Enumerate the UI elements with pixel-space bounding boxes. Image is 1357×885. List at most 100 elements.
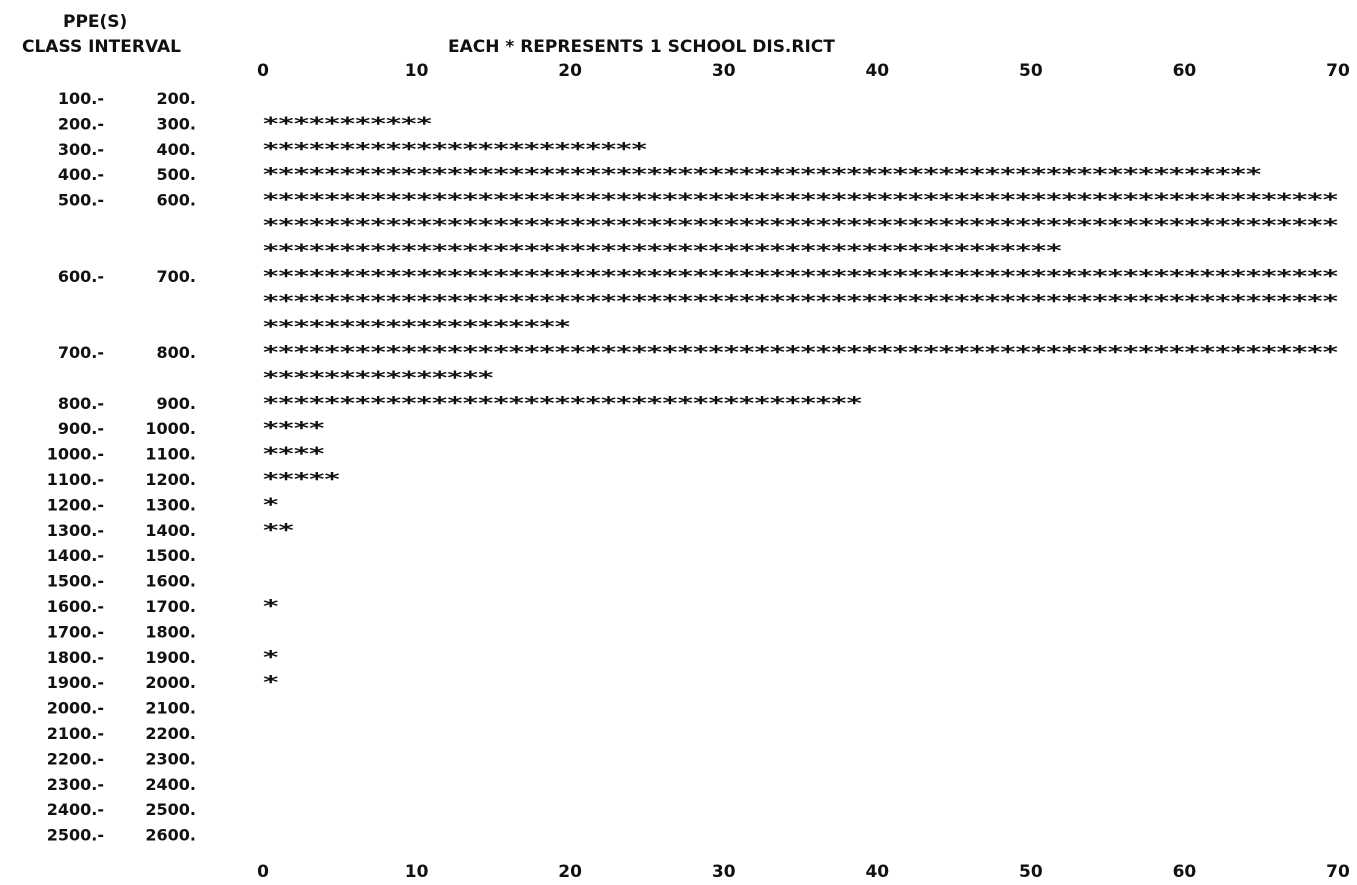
class-interval-low: 1800.- (47, 648, 104, 667)
class-interval-low: 1900.- (47, 673, 104, 692)
x-tick-label-bottom: 50 (1019, 862, 1043, 882)
histogram-row: 700.- 800. *******************************… (58, 342, 1339, 388)
histogram-bar: ******************** (263, 317, 571, 338)
class-interval-high: 400. (157, 140, 196, 159)
class-interval-high: 2400. (145, 775, 196, 794)
class-interval-high: 900. (157, 394, 196, 413)
x-tick-label-bottom: 60 (1173, 862, 1197, 882)
histogram-row: 400.- 500. *******************************… (58, 164, 1262, 185)
class-interval-low: 900.- (58, 419, 104, 438)
class-interval-low: 2500.- (47, 826, 104, 845)
histogram-row: 1600.- 1700. * (47, 596, 280, 617)
class-interval-high: 2600. (145, 826, 196, 845)
x-tick-label-bottom: 20 (558, 862, 582, 882)
class-interval-high: 2000. (145, 673, 196, 692)
class-interval-low: 600.- (58, 267, 104, 286)
class-interval-high: 1200. (145, 470, 196, 489)
x-tick-label-top: 60 (1173, 61, 1197, 81)
class-interval-low: 1400.- (47, 546, 104, 565)
class-interval-high: 1300. (145, 495, 196, 514)
class-interval-high: 1900. (145, 648, 196, 667)
histogram-row: 900.- 1000. **** (58, 418, 325, 439)
histogram-bar: * (263, 672, 279, 693)
top-axis-ticks: 0 10 20 30 40 50 60 70 (257, 61, 1350, 81)
class-interval-high: 300. (157, 114, 196, 133)
x-tick-label-bottom: 70 (1326, 862, 1350, 882)
class-interval-low: 700.- (58, 343, 104, 362)
histogram-bar: ****************************************… (263, 215, 1339, 236)
class-interval-low: 300.- (58, 140, 104, 159)
class-interval-high: 1000. (145, 419, 196, 438)
class-interval-low: 2400.- (47, 800, 104, 819)
histogram-row: 2000.- 2100. (47, 699, 196, 718)
histogram-bar: ** (263, 520, 295, 541)
class-interval-high: 2200. (145, 724, 196, 743)
x-tick-label-bottom: 30 (712, 862, 736, 882)
class-interval-high: 2300. (145, 749, 196, 768)
class-interval-high: 500. (157, 165, 196, 184)
histogram-bar: *********** (263, 113, 433, 134)
histogram-row: 2300.- 2400. (47, 775, 196, 794)
histogram-bar: ****************************************… (263, 291, 1339, 312)
histogram-row: 1500.- 1600. (47, 572, 196, 591)
class-interval-low: 2300.- (47, 775, 104, 794)
class-interval-high: 1600. (145, 572, 196, 591)
x-tick-label-top: 10 (405, 61, 429, 81)
class-interval-high: 200. (157, 89, 196, 108)
histogram-row: 1900.- 2000. * (47, 672, 280, 693)
histogram-bar: ****************************************… (263, 342, 1339, 363)
x-tick-label-bottom: 10 (405, 862, 429, 882)
class-interval-low: 1300.- (47, 521, 104, 540)
histogram-row: 100.- 200. (58, 89, 196, 108)
class-interval-low: 2100.- (47, 724, 104, 743)
histogram-rows: 100.- 200.200.- 300. ***********300.- 400. **… (47, 89, 1339, 845)
histogram-bar: **** (263, 418, 325, 439)
histogram-row: 1000.- 1100. **** (47, 444, 326, 465)
class-interval-high: 2100. (145, 699, 196, 718)
x-tick-label-top: 40 (865, 61, 889, 81)
class-interval-low: 2000.- (47, 699, 104, 718)
class-interval-low: 2200.- (47, 749, 104, 768)
x-tick-label-top: 0 (257, 61, 269, 81)
class-interval-high: 1800. (145, 622, 196, 641)
histogram-bar: ****************************************… (263, 164, 1262, 185)
class-interval-high: 600. (157, 191, 196, 210)
class-interval-high: 1400. (145, 521, 196, 540)
ppe-header: PPE(S) (63, 12, 127, 32)
class-interval-low: 1000.- (47, 445, 104, 464)
histogram-bar: ****************************************… (263, 266, 1339, 287)
histogram-bar: **** (263, 444, 325, 465)
histogram-row: 1400.- 1500. (47, 546, 196, 565)
bottom-axis-ticks: 0 10 20 30 40 50 60 70 (257, 862, 1350, 882)
histogram-bar: * (263, 647, 279, 668)
class-interval-high: 1700. (145, 597, 196, 616)
histogram-row: 200.- 300. *********** (58, 113, 433, 134)
histogram-row: 500.- 600. *******************************… (58, 190, 1339, 262)
class-interval-high: 1500. (145, 546, 196, 565)
histogram-bar: *************************************** (263, 393, 863, 414)
class-interval-low: 100.- (58, 89, 104, 108)
histogram-bar: *************** (263, 367, 494, 388)
class-interval-low: 800.- (58, 394, 104, 413)
histogram-bar: * (263, 596, 279, 617)
histogram-row: 1100.- 1200. ***** (47, 469, 341, 490)
histogram-row: 800.- 900. *******************************… (58, 393, 863, 414)
histogram-bar: ****************************************… (263, 190, 1339, 211)
histogram-row: 1300.- 1400. ** (47, 520, 295, 541)
histogram-bar: ****************************************… (263, 240, 1063, 261)
histogram-row: 1700.- 1800. (47, 622, 196, 641)
class-interval-low: 1600.- (47, 597, 104, 616)
class-interval-high: 2500. (145, 800, 196, 819)
class-interval-high: 700. (157, 267, 196, 286)
class-interval-high: 800. (157, 343, 196, 362)
chart-title: EACH * REPRESENTS 1 SCHOOL DIS.RICT (448, 37, 835, 57)
class-interval-low: 200.- (58, 114, 104, 133)
class-interval-header: CLASS INTERVAL (22, 37, 181, 57)
histogram-row: 1800.- 1900. * (47, 647, 280, 668)
histogram-bar: ***** (263, 469, 341, 490)
histogram-row: 300.- 400. ************************* (58, 139, 648, 160)
class-interval-low: 400.- (58, 165, 104, 184)
x-tick-label-bottom: 0 (257, 862, 269, 882)
histogram-bar: * (263, 494, 279, 515)
histogram-row: 2400.- 2500. (47, 800, 196, 819)
